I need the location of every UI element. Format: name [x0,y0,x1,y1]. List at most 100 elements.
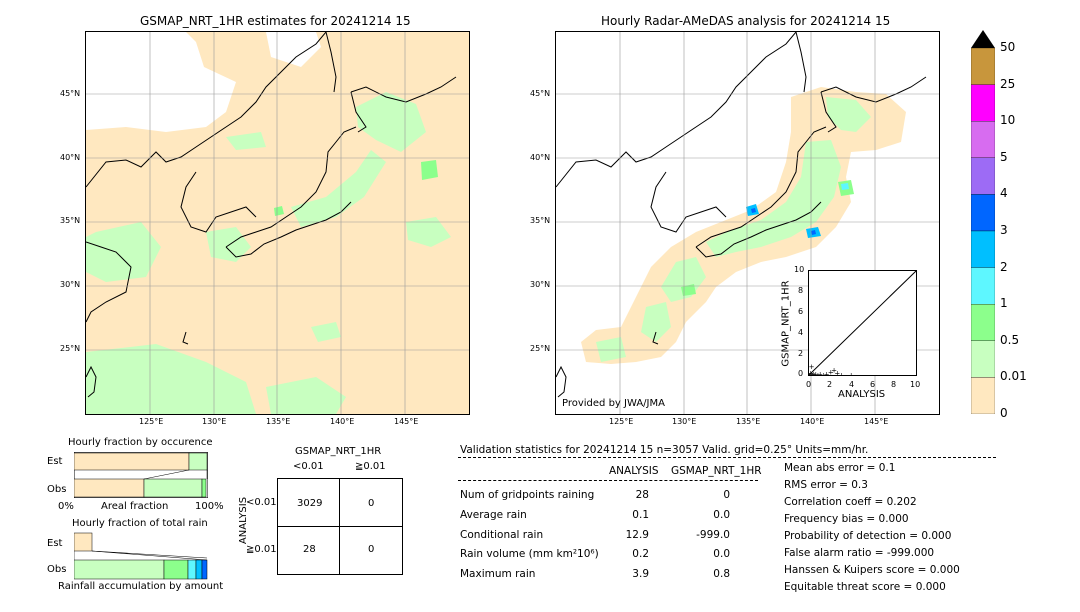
scatter-point: + [817,370,823,375]
right-lon-tick-135: 135°E [736,417,761,426]
score-ets: Equitable threat score = 0.000 [784,581,946,593]
colorbar-label: 10 [1000,113,1016,128]
contingency-row-ge: ≧0.01 [246,544,277,555]
scatter-point: + [813,370,819,375]
scatter-xtick-4: 4 [849,380,855,389]
right-lon-tick-140: 140°E [800,417,825,426]
colorbar-label: 0.01 [1000,369,1027,384]
validation-row-label: Average rain [460,509,527,521]
validation-col-analysis: ANALYSIS [609,465,659,477]
score-hk: Hanssen & Kuipers score = 0.000 [784,564,960,576]
scatter-ytick-4: 4 [798,328,804,337]
validation-row-analysis: 28 [635,489,649,501]
contingency-cell-01: 0 [368,498,375,509]
right-lon-tick-145: 145°E [864,417,889,426]
right-lat-tick-45: 45°N [530,89,551,98]
left-lon-tick-135: 135°E [266,417,291,426]
left-lat-tick-30: 30°N [60,280,81,289]
occurrence-row-obs: Obs [47,484,67,495]
validation-header: Validation statistics for 20241214 15 n=… [460,444,869,456]
score-rms: RMS error = 0.3 [784,479,868,491]
scatter-ytick-8: 8 [798,286,804,295]
occurrence-title: Hourly fraction by occurence [68,437,213,448]
right-map-title: Hourly Radar-AMeDAS analysis for 2024121… [601,14,891,28]
left-lat-tick-25: 25°N [60,344,81,353]
scatter-point: + [848,372,854,376]
left-lat-tick-40: 40°N [60,153,81,162]
validation-row-gsmap: 0.0 [713,509,730,521]
score-corr: Correlation coeff = 0.202 [784,496,917,508]
colorbar-svg [970,30,996,415]
contingency-row-lt: <0.01 [246,497,277,508]
left-map-title: GSMAP_NRT_1HR estimates for 20241214 15 [140,14,411,28]
scatter-point: + [809,369,814,375]
validation-row-label: Conditional rain [460,529,544,541]
right-lat-tick-35: 35°N [530,216,551,225]
validation-row-gsmap: 0.0 [713,548,730,560]
score-mae: Mean abs error = 0.1 [784,462,896,474]
colorbar-label: 5 [1000,149,1008,164]
score-pod: Probability of detection = 0.000 [784,530,952,542]
scatter-diagonal [808,270,917,376]
contingency-cell-00: 3029 [297,498,323,509]
score-far: False alarm ratio = -999.000 [784,547,935,559]
left-map-panel [85,31,470,415]
scatter-point: + [809,363,815,371]
occurrence-row-est: Est [47,456,63,467]
rain-fraction-svg [73,532,208,580]
scatter-xtick-0: 0 [806,380,812,389]
rain-fraction-row-est: Est [47,538,63,549]
colorbar-segment [970,304,996,341]
scatter-xtick-2: 2 [827,380,833,389]
validation-row-gsmap: -999.0 [696,529,730,541]
colorbar-label: 2 [1000,259,1008,274]
radar-credit: Provided by JWA/JMA [562,398,665,409]
contingency-col-ge: ≧0.01 [355,461,386,472]
scatter-ytick-6: 6 [798,307,804,316]
contingency-grid: 3029 0 28 0 [277,478,403,575]
validation-row-gsmap: 0.8 [713,568,730,580]
validation-row-label: Num of gridpoints raining [460,489,595,501]
colorbar-label: 0 [1000,406,1008,420]
scatter-point: + [811,370,817,375]
colorbar-label: 0.5 [1000,332,1020,347]
scatter-xtick-8: 8 [891,380,897,389]
scatter-yticks: 10 8 6 4 2 0 [794,265,806,380]
colorbar-segment [970,157,996,195]
rain-fraction-title: Hourly fraction of total rain [72,518,208,529]
score-bias: Frequency bias = 0.000 [784,513,909,525]
rain-fraction-chart [73,532,208,580]
scatter-point: + [824,370,830,375]
left-lon-tick-145: 145°E [394,417,419,426]
occurrence-xmin: 0% [58,501,74,512]
contingency-cell-10: 28 [303,544,316,555]
rain-fraction-footer: Rainfall accumulation by amount [58,581,224,592]
left-lat-tick-45: 45°N [60,89,81,98]
scatter-ytick-0: 0 [798,369,804,378]
scatter-point: + [809,370,815,375]
contingency-col-lt: <0.01 [293,461,324,472]
left-lon-tick-125: 125°E [139,417,164,426]
colorbar-segment [970,121,996,158]
scatter-ytick-2: 2 [798,349,804,358]
scatter-xticks: 0 2 4 6 8 10 [804,380,924,390]
validation-row-analysis: 0.2 [632,548,649,560]
validation-row-analysis: 0.1 [632,509,649,521]
colorbar-label: 25 [1000,76,1016,91]
scatter-xlabel: ANALYSIS [838,389,886,400]
left-lon-tick-140: 140°E [330,417,355,426]
colorbar-label: 1 [1000,296,1008,311]
right-lat-tick-40: 40°N [530,153,551,162]
scatter-svg: ++++++++++++++++ [808,270,917,380]
contingency-title: GSMAP_NRT_1HR [295,446,382,457]
scatter-panel: ++++++++++++++++ [808,270,917,380]
scatter-point: + [834,369,840,375]
colorbar-segment [970,230,996,268]
left-map-svg [86,32,469,414]
occurrence-xmax: 100% [195,501,224,512]
scatter-ylabel: GSMAP_NRT_1HR [780,280,792,367]
right-lat-tick-30: 30°N [530,280,551,289]
colorbar-label: 3 [1000,223,1008,237]
validation-row-gsmap: 0 [723,489,730,501]
colorbar [970,30,996,415]
